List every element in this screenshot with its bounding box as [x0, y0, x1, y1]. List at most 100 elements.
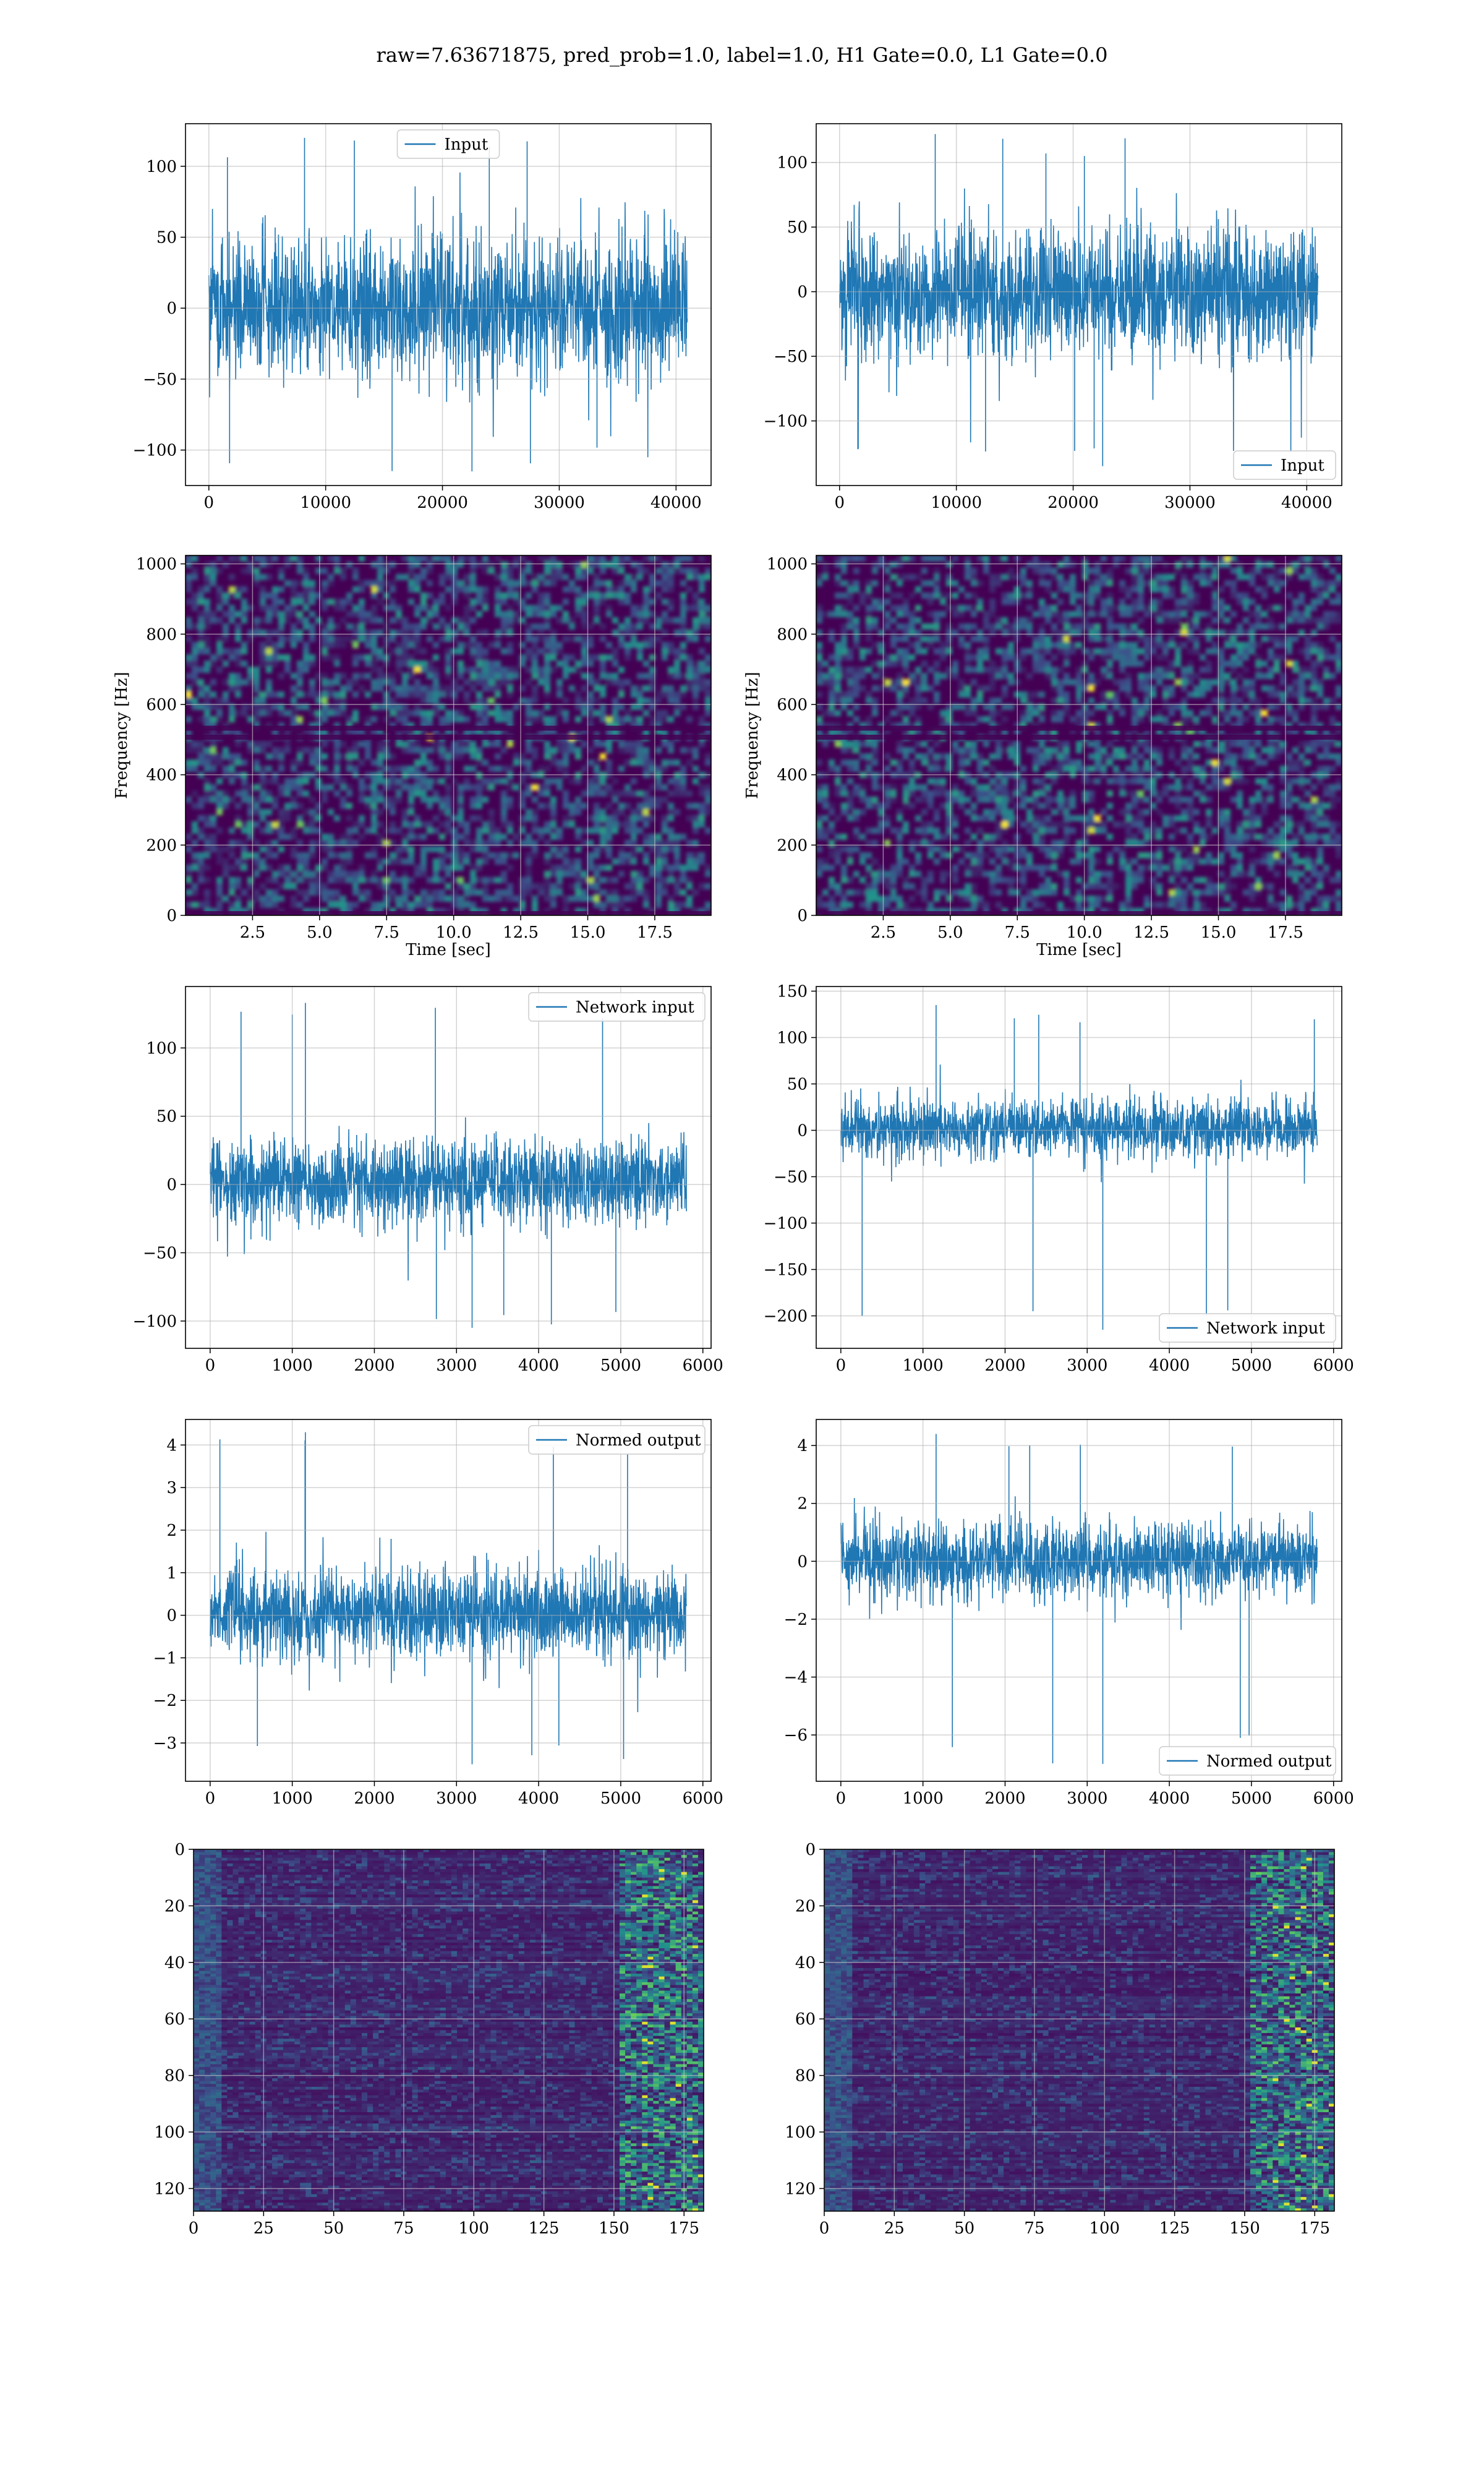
- x-tick-label: 175: [1299, 2219, 1330, 2238]
- y-tick-label: 4: [166, 1436, 177, 1455]
- series-line-r0c1: [839, 134, 1319, 466]
- x-tick-label: 3000: [436, 1789, 477, 1808]
- x-tick-label: 12.5: [1133, 923, 1169, 942]
- y-tick-label: 50: [156, 1108, 177, 1126]
- x-tick-label: 4000: [1149, 1356, 1190, 1375]
- x-tick-label: 15.0: [1201, 923, 1237, 942]
- x-tick-label: 30000: [534, 494, 585, 512]
- x-axis-label: Time [sec]: [406, 941, 491, 959]
- x-tick-label: 0: [836, 1789, 846, 1808]
- legend-label: Normed output: [1206, 1752, 1332, 1771]
- panel-r3c1: 0 1000 2000 3000 4000 5000 6000 −6 −4 −2 0 2 4 Normed…: [784, 1419, 1354, 1808]
- y-tick-label: −100: [133, 1312, 177, 1331]
- axes-frame-r2c0: [185, 986, 712, 1349]
- x-tick-label: 2000: [984, 1789, 1025, 1808]
- x-tick-label: 12.5: [503, 923, 539, 942]
- legend-r0c1: Input: [1233, 450, 1336, 480]
- legend-box: [396, 129, 500, 159]
- x-tick-label: 10.0: [436, 923, 472, 942]
- grid-r3c0: [186, 1419, 711, 1781]
- x-tick-label: 100: [458, 2219, 489, 2238]
- y-tick-label: −100: [764, 413, 808, 431]
- x-tick-label: 75: [1024, 2219, 1044, 2238]
- x-tick-label: 50: [323, 2219, 344, 2238]
- x-tick-label: 3000: [1067, 1356, 1107, 1375]
- figure-title: raw=7.63671875, pred_prob=1.0, label=1.0…: [0, 43, 1484, 67]
- y-tick-label: 50: [787, 1076, 808, 1094]
- x-tick-label: 100: [1089, 2219, 1120, 2238]
- y-tick-label: −50: [143, 1244, 177, 1262]
- x-tick-label: 125: [1159, 2219, 1190, 2238]
- y-tick-label: −50: [774, 1168, 808, 1187]
- x-tick-label: 5000: [600, 1356, 641, 1375]
- x-tick-label: 4000: [1149, 1789, 1190, 1808]
- y-tick-label: 100: [785, 2123, 816, 2142]
- x-tick-label: 2.5: [871, 923, 896, 942]
- y-tick-label: 100: [777, 154, 808, 173]
- y-tick-label: 0: [174, 1841, 185, 1859]
- x-tick-label: 7.5: [374, 923, 399, 942]
- legend-label: Input: [445, 135, 488, 154]
- x-tick-label: 125: [529, 2219, 560, 2238]
- axes-frame-r4c0: [193, 1849, 704, 2212]
- heatmap-r1c0: [186, 555, 711, 915]
- y-tick-label: 0: [166, 907, 177, 925]
- x-tick-label: 4000: [518, 1789, 559, 1808]
- grid-r0c1: [816, 124, 1342, 486]
- axes-frame-r0c1: [816, 123, 1342, 486]
- panel-r1c0: 2.5 5.0 7.5 10.0 12.5 15.0 17.5 0 200 400 600 800 10…: [113, 555, 712, 959]
- y-tick-label: 2: [797, 1495, 808, 1513]
- axes-frame-r3c0: [185, 1419, 712, 1782]
- x-tick-label: 5.0: [307, 923, 332, 942]
- axes-frame-r1c1: [816, 555, 1342, 916]
- x-tick-label: 6000: [683, 1356, 723, 1375]
- y-tick-label: 120: [785, 2180, 816, 2198]
- legend-box: [528, 992, 706, 1022]
- x-tick-label: 3000: [1067, 1789, 1107, 1808]
- panel-r0c1: 0 10000 20000 30000 40000 −100 −50 0 50 100 Input: [764, 123, 1342, 512]
- y-tick-label: 0: [797, 1122, 808, 1141]
- y-tick-label: 40: [164, 1954, 185, 1972]
- y-tick-label: −2: [153, 1692, 177, 1710]
- y-tick-label: −200: [764, 1308, 808, 1326]
- x-tick-label: 1000: [903, 1356, 944, 1375]
- x-tick-label: 15.0: [570, 923, 606, 942]
- legend-r0c0: Input: [396, 129, 500, 159]
- x-tick-label: 150: [1229, 2219, 1260, 2238]
- x-tick-label: 2.5: [240, 923, 265, 942]
- axes-frame-r1c0: [185, 555, 712, 916]
- x-tick-label: 5.0: [937, 923, 963, 942]
- y-tick-label: 400: [777, 766, 808, 785]
- x-tick-label: 2000: [354, 1789, 394, 1808]
- y-tick-label: 80: [164, 2067, 185, 2086]
- x-tick-label: 2000: [984, 1356, 1025, 1375]
- x-tick-label: 5000: [1231, 1789, 1272, 1808]
- x-tick-label: 175: [668, 2219, 699, 2238]
- y-tick-label: 100: [146, 1039, 177, 1058]
- x-tick-label: 0: [204, 494, 215, 512]
- x-tick-label: 6000: [1313, 1789, 1354, 1808]
- x-tick-label: 75: [393, 2219, 414, 2238]
- y-tick-label: 4: [797, 1437, 808, 1455]
- x-tick-label: 0: [189, 2219, 199, 2238]
- x-tick-label: 0: [835, 494, 845, 512]
- y-tick-label: 100: [146, 158, 177, 176]
- axes-frame-r4c1: [824, 1849, 1335, 2212]
- legend-box: [1233, 450, 1336, 480]
- y-tick-label: 200: [146, 836, 177, 855]
- x-tick-label: 25: [884, 2219, 905, 2238]
- y-tick-label: 3: [166, 1479, 177, 1497]
- panel-r0c0: 0 10000 20000 30000 40000 −100 −50 0 50 100 Input: [133, 123, 712, 512]
- y-axis-label: Frequency [Hz]: [743, 672, 762, 799]
- y-tick-label: 1000: [136, 555, 177, 574]
- legend-label: Network input: [576, 998, 694, 1017]
- panel-r4c0: 0 25 50 75 100 125 150 175 0 20 40 60 80 100 120: [154, 1841, 704, 2238]
- y-tick-label: −4: [784, 1669, 808, 1687]
- grid-r2c0: [186, 987, 711, 1348]
- y-tick-label: −100: [764, 1215, 808, 1233]
- x-tick-label: 5000: [600, 1789, 641, 1808]
- x-tick-label: 50: [954, 2219, 974, 2238]
- x-tick-label: 0: [819, 2219, 830, 2238]
- legend-box: [1159, 1313, 1336, 1343]
